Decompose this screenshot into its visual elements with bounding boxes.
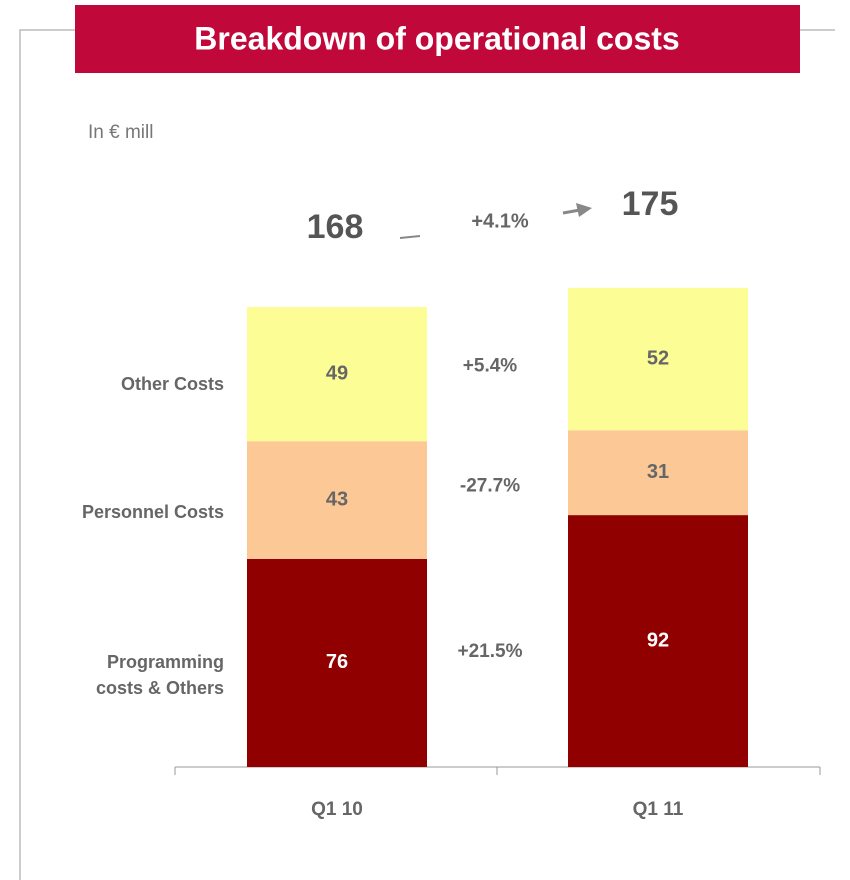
total-label: 175 (622, 185, 679, 223)
legend-label: Programming costs & Others (95, 651, 224, 698)
x-tick-label: Q1 11 (633, 799, 684, 820)
arrow-tail (399, 235, 421, 239)
chart-title: Breakdown of operational costs (194, 20, 679, 56)
value-label: 43 (326, 488, 348, 510)
arrow-head (576, 203, 592, 217)
title-banner (75, 5, 800, 73)
x-tick-label: Q1 10 (311, 799, 363, 820)
legend-label: Other Costs (120, 374, 224, 395)
value-label: 92 (647, 629, 669, 651)
change-label: +5.4% (463, 356, 518, 377)
bar-segment (568, 430, 748, 516)
legend-label: Personnel Costs (81, 502, 224, 523)
bar-segment (247, 441, 427, 559)
bar-segment (568, 287, 748, 431)
total-change: +4.1% (471, 210, 528, 232)
total-label: 168 (307, 208, 364, 246)
change-label: +21.5% (458, 641, 523, 662)
value-label: 49 (326, 362, 348, 384)
value-label: 52 (647, 347, 669, 369)
bar-segment (247, 558, 427, 767)
frame (19, 29, 835, 880)
bar-segment (568, 515, 748, 767)
subtitle: In € mill (88, 122, 153, 143)
change-label: -27.7% (460, 475, 520, 496)
bar-segment (247, 307, 427, 442)
arrow-shaft (562, 208, 581, 215)
value-label: 31 (647, 461, 669, 483)
value-label: 76 (326, 651, 348, 673)
